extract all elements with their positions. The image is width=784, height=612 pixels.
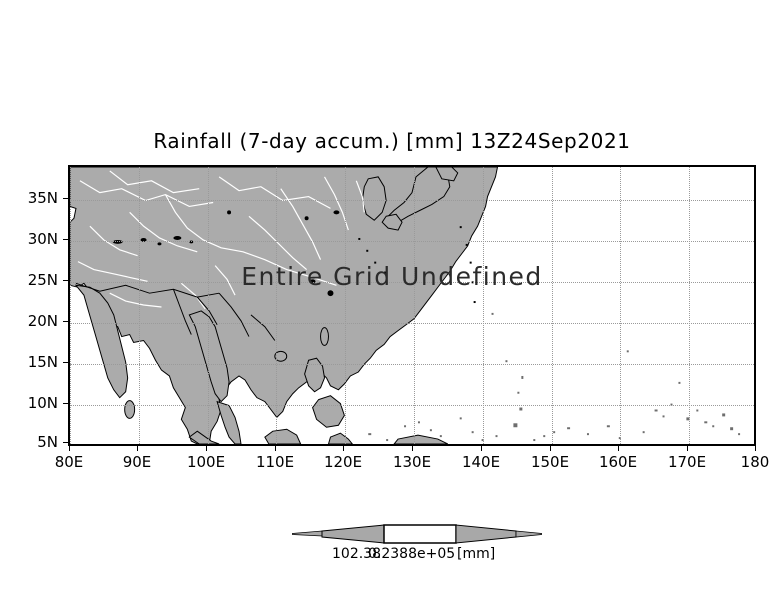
land-india-peninsula bbox=[74, 284, 129, 399]
colorbar-tail-left bbox=[292, 530, 323, 537]
x-tick-mark bbox=[69, 446, 70, 451]
x-tick-mark bbox=[206, 446, 207, 451]
land-taiwan bbox=[320, 327, 329, 346]
colorbar-segment-mid bbox=[383, 524, 457, 544]
y-axis-label-30n: 30N bbox=[27, 230, 58, 248]
colorbar-unit-label: [mm] bbox=[457, 546, 496, 562]
x-axis-label-130e: 130E bbox=[392, 453, 432, 471]
y-tick-mark bbox=[63, 239, 68, 240]
land-luzon bbox=[304, 357, 326, 393]
x-axis-label-170e: 170E bbox=[667, 453, 707, 471]
map-plot-area[interactable] bbox=[68, 165, 756, 446]
colorbar-segment-low bbox=[321, 524, 385, 544]
y-axis-label-5n: 5N bbox=[37, 433, 58, 451]
colorbar-tail-right bbox=[515, 530, 542, 538]
gridline-lat-5 bbox=[70, 444, 754, 445]
x-axis-label-180: 180 bbox=[740, 453, 770, 471]
land-borneo bbox=[264, 428, 302, 444]
colorbar-tick-label-low: 102.38 bbox=[332, 546, 381, 562]
land-sulawesi bbox=[327, 432, 353, 444]
y-tick-mark bbox=[63, 280, 68, 281]
land-hainan bbox=[274, 350, 288, 362]
colorbar-tick-label-high: 0.2388e+05 bbox=[368, 546, 456, 562]
x-tick-mark bbox=[275, 446, 276, 451]
y-axis-label-25n: 25N bbox=[27, 271, 58, 289]
y-tick-mark bbox=[63, 442, 68, 443]
y-axis-label-15n: 15N bbox=[27, 353, 58, 371]
inland-lakes bbox=[112, 210, 340, 297]
land-korea bbox=[361, 176, 387, 221]
land-japan-kyushu bbox=[381, 213, 403, 231]
x-axis-label-110e: 110E bbox=[255, 453, 295, 471]
map-geography-layer bbox=[70, 167, 754, 444]
land-malay-peninsula bbox=[216, 400, 242, 444]
y-axis-label-20n: 20N bbox=[27, 312, 58, 330]
x-axis-label-160e: 160E bbox=[598, 453, 638, 471]
colorbar-swatches bbox=[292, 524, 542, 544]
land-mindanao bbox=[312, 395, 345, 428]
x-tick-mark bbox=[481, 446, 482, 451]
x-axis-label-140e: 140E bbox=[461, 453, 501, 471]
x-tick-mark bbox=[343, 446, 344, 451]
chart-title: Rainfall (7-day accum.) [mm] 13Z24Sep202… bbox=[153, 129, 631, 153]
x-axis-label-80e: 80E bbox=[54, 453, 84, 471]
x-axis-label-90e: 90E bbox=[122, 453, 152, 471]
x-axis-label-120e: 120E bbox=[323, 453, 363, 471]
x-tick-mark bbox=[137, 446, 138, 451]
y-tick-mark bbox=[63, 198, 68, 199]
land-sri-lanka bbox=[124, 400, 136, 419]
colorbar[interactable] bbox=[292, 518, 542, 550]
colorbar-labels: 102.38 0.2388e+05 [mm] bbox=[0, 546, 784, 566]
land-japan-hokkaido bbox=[435, 167, 459, 182]
country-borders bbox=[75, 282, 276, 341]
y-tick-mark bbox=[63, 321, 68, 322]
map-inner bbox=[70, 167, 754, 444]
x-tick-mark bbox=[687, 446, 688, 451]
land-sumatra bbox=[188, 430, 220, 444]
x-tick-mark bbox=[412, 446, 413, 451]
x-axis-label-150e: 150E bbox=[530, 453, 570, 471]
y-axis-label-35n: 35N bbox=[27, 189, 58, 207]
y-tick-mark bbox=[63, 403, 68, 404]
ocean-island-dots bbox=[368, 312, 741, 442]
x-tick-mark bbox=[618, 446, 619, 451]
x-tick-mark bbox=[755, 446, 756, 451]
x-tick-mark bbox=[550, 446, 551, 451]
y-tick-mark bbox=[63, 362, 68, 363]
colorbar-segment-high bbox=[455, 524, 517, 544]
x-axis-label-100e: 100E bbox=[186, 453, 226, 471]
y-axis-label-10n: 10N bbox=[27, 394, 58, 412]
